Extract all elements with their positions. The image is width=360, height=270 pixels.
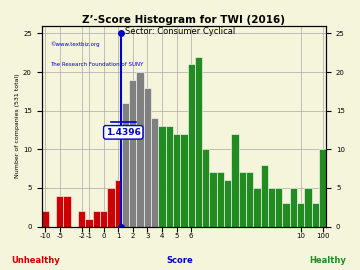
Bar [63, 196, 71, 227]
Bar [151, 119, 158, 227]
Bar [231, 134, 239, 227]
Bar [180, 134, 188, 227]
Bar [283, 203, 290, 227]
Text: The Research Foundation of SUNY: The Research Foundation of SUNY [50, 62, 143, 67]
Bar [312, 203, 319, 227]
Text: Unhealthy: Unhealthy [12, 256, 60, 265]
Bar [41, 211, 49, 227]
Bar [319, 149, 326, 227]
Bar [275, 188, 283, 227]
Bar [246, 173, 253, 227]
Bar [210, 173, 217, 227]
Text: Sector: Consumer Cyclical: Sector: Consumer Cyclical [125, 27, 235, 36]
Bar [114, 180, 122, 227]
Bar [144, 87, 151, 227]
Bar [158, 126, 166, 227]
Bar [297, 203, 304, 227]
Bar [93, 211, 100, 227]
Bar [261, 165, 268, 227]
Text: 1.4396: 1.4396 [106, 128, 141, 137]
Text: Healthy: Healthy [309, 256, 346, 265]
Bar [217, 173, 224, 227]
Bar [136, 72, 144, 227]
Bar [56, 196, 63, 227]
Bar [195, 57, 202, 227]
Bar [253, 188, 261, 227]
Bar [129, 80, 136, 227]
Bar [188, 64, 195, 227]
Title: Z’-Score Histogram for TWI (2016): Z’-Score Histogram for TWI (2016) [82, 15, 285, 25]
Bar [85, 219, 93, 227]
Bar [304, 188, 312, 227]
Bar [122, 103, 129, 227]
Text: Score: Score [167, 256, 193, 265]
Bar [224, 180, 231, 227]
Bar [268, 188, 275, 227]
Y-axis label: Number of companies (531 total): Number of companies (531 total) [15, 74, 20, 178]
Text: ©www.textbiz.org: ©www.textbiz.org [50, 42, 100, 48]
Bar [100, 211, 107, 227]
Bar [78, 211, 85, 227]
Bar [166, 126, 173, 227]
Bar [107, 188, 114, 227]
Bar [202, 149, 210, 227]
Bar [239, 173, 246, 227]
Bar [173, 134, 180, 227]
Bar [290, 188, 297, 227]
